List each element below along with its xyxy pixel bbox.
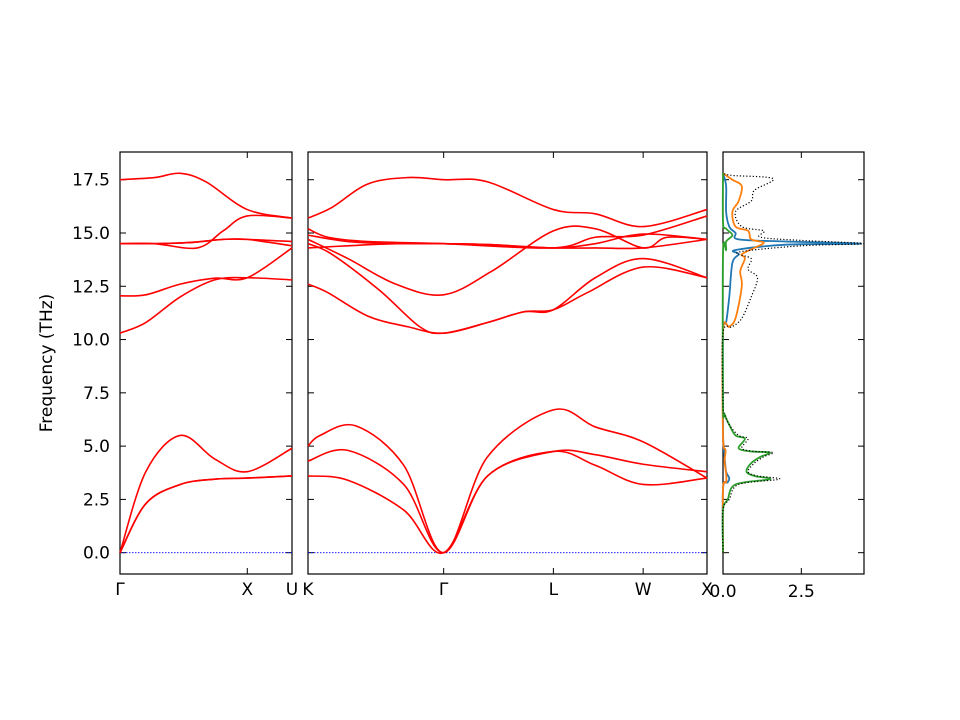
y-tick-label: 15.0 bbox=[72, 224, 110, 244]
dos-series-2 bbox=[721, 172, 765, 553]
phonon-band-1 bbox=[119, 434, 293, 553]
phonon-band-3 bbox=[307, 450, 708, 554]
y-axis-label: Frequency (THz) bbox=[37, 294, 57, 433]
phonon-band-3 bbox=[119, 475, 293, 554]
y-tick-label: 10.0 bbox=[72, 331, 110, 351]
y-tick-label: 2.5 bbox=[83, 490, 110, 510]
kpoint-label: L bbox=[549, 580, 559, 600]
phonon-band-8 bbox=[119, 214, 293, 250]
phonon-band-4 bbox=[307, 265, 708, 335]
phonon-band-2 bbox=[307, 448, 708, 554]
dos-panel-frame bbox=[722, 151, 865, 575]
y-tick-label: 0.0 bbox=[83, 544, 110, 564]
phonon-band-1 bbox=[307, 408, 708, 554]
phonon-band-8 bbox=[307, 234, 708, 250]
phonon-band-5 bbox=[307, 242, 708, 335]
phonon-band-5 bbox=[119, 247, 293, 297]
y-tick-label: 12.5 bbox=[72, 277, 110, 297]
dos-panel: 0.0 2.5 bbox=[709, 151, 865, 602]
kpoint-label: U bbox=[286, 580, 298, 600]
y-tick-label: 5.0 bbox=[83, 437, 110, 457]
y-tick-label: 17.5 bbox=[72, 171, 110, 191]
phonon-band-6 bbox=[307, 225, 708, 297]
phonon-band-2 bbox=[119, 475, 293, 554]
bands-panel-1-frame bbox=[119, 151, 293, 575]
phonon-band-4 bbox=[119, 276, 293, 334]
kpoint-label: Γ bbox=[439, 580, 449, 600]
dos-xtick-label: 2.5 bbox=[788, 582, 815, 602]
kpoint-label: X bbox=[241, 580, 253, 600]
kpoint-label: X bbox=[701, 580, 713, 600]
dos-series-3 bbox=[721, 173, 772, 553]
bands-panel-2-frame bbox=[307, 151, 708, 575]
kpoint-label: Γ bbox=[115, 580, 125, 600]
phonon-band-9 bbox=[307, 176, 708, 228]
y-tick-label: 7.5 bbox=[83, 384, 110, 404]
phonon-band-10 bbox=[307, 215, 708, 249]
kpoint-label: W bbox=[635, 580, 652, 600]
y-axis: 0.0 2.5 5.0 7.5 10.0 12.5 15.0 17.5 bbox=[72, 171, 110, 564]
kpoint-label: K bbox=[302, 580, 314, 600]
phonon-band-9 bbox=[119, 172, 293, 219]
dos-xtick-label: 0.0 bbox=[709, 582, 736, 602]
